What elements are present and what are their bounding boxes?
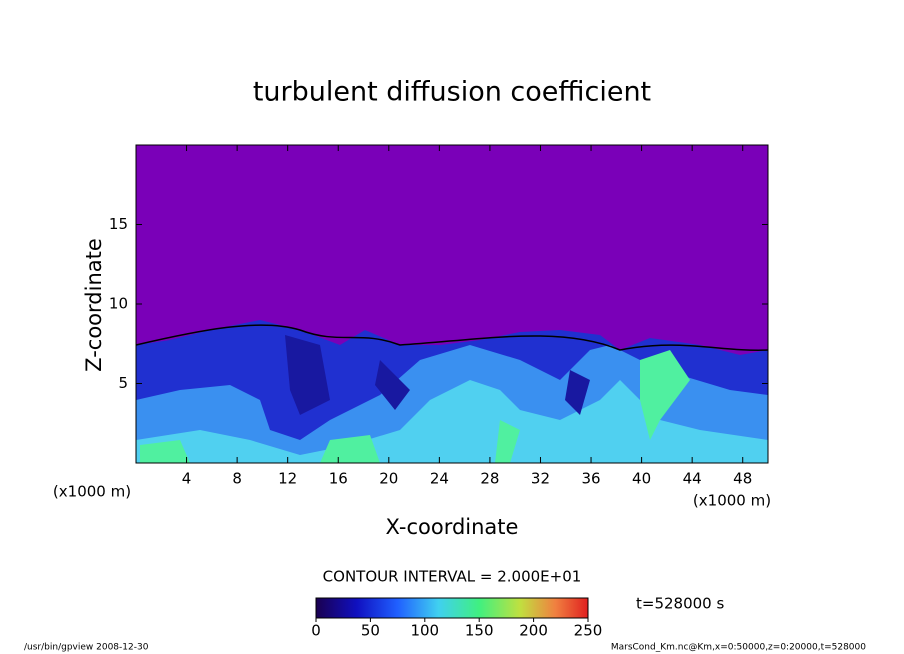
y-tick-label: 15 <box>109 215 128 233</box>
x-tick-label: 16 <box>329 470 348 488</box>
x-tick-label: 28 <box>480 470 499 488</box>
footer-left: /usr/bin/gpview 2008-12-30 <box>24 643 149 653</box>
colorbar-tick-label: 0 <box>311 622 321 640</box>
contour-field <box>135 145 769 463</box>
x-tick-label: 20 <box>379 470 398 488</box>
y-axis-label: Z-coordinate <box>82 238 106 372</box>
colorbar <box>315 597 589 619</box>
y-tick-label: 10 <box>109 295 128 313</box>
x-tick-label: 24 <box>430 470 449 488</box>
footer-right: MarsCond_Km.nc@Km,x=0:50000,z=0:20000,t=… <box>611 643 866 653</box>
time-label: t=528000 s <box>636 595 724 613</box>
x-tick-label: 36 <box>581 470 600 488</box>
y-unit: (x1000 m) <box>53 483 131 501</box>
y-tick-label: 5 <box>118 374 128 392</box>
contour-interval: CONTOUR INTERVAL = 2.000E+01 <box>323 568 582 586</box>
x-tick-label: 12 <box>278 470 297 488</box>
x-axis-label: X-coordinate <box>386 515 519 539</box>
x-tick-label: 40 <box>632 470 651 488</box>
x-tick-label: 48 <box>733 470 752 488</box>
colorbar-tick-label: 150 <box>465 622 494 640</box>
chart-title: turbulent diffusion coefficient <box>253 77 651 108</box>
x-tick-label: 8 <box>232 470 242 488</box>
x-tick-label: 4 <box>182 470 192 488</box>
x-tick-label: 44 <box>683 470 702 488</box>
x-unit: (x1000 m) <box>693 492 771 510</box>
colorbar-tick-label: 250 <box>574 622 603 640</box>
x-tick-label: 32 <box>531 470 550 488</box>
colorbar-tick-label: 50 <box>361 622 380 640</box>
colorbar-tick-label: 200 <box>519 622 548 640</box>
colorbar-tick-label: 100 <box>410 622 439 640</box>
